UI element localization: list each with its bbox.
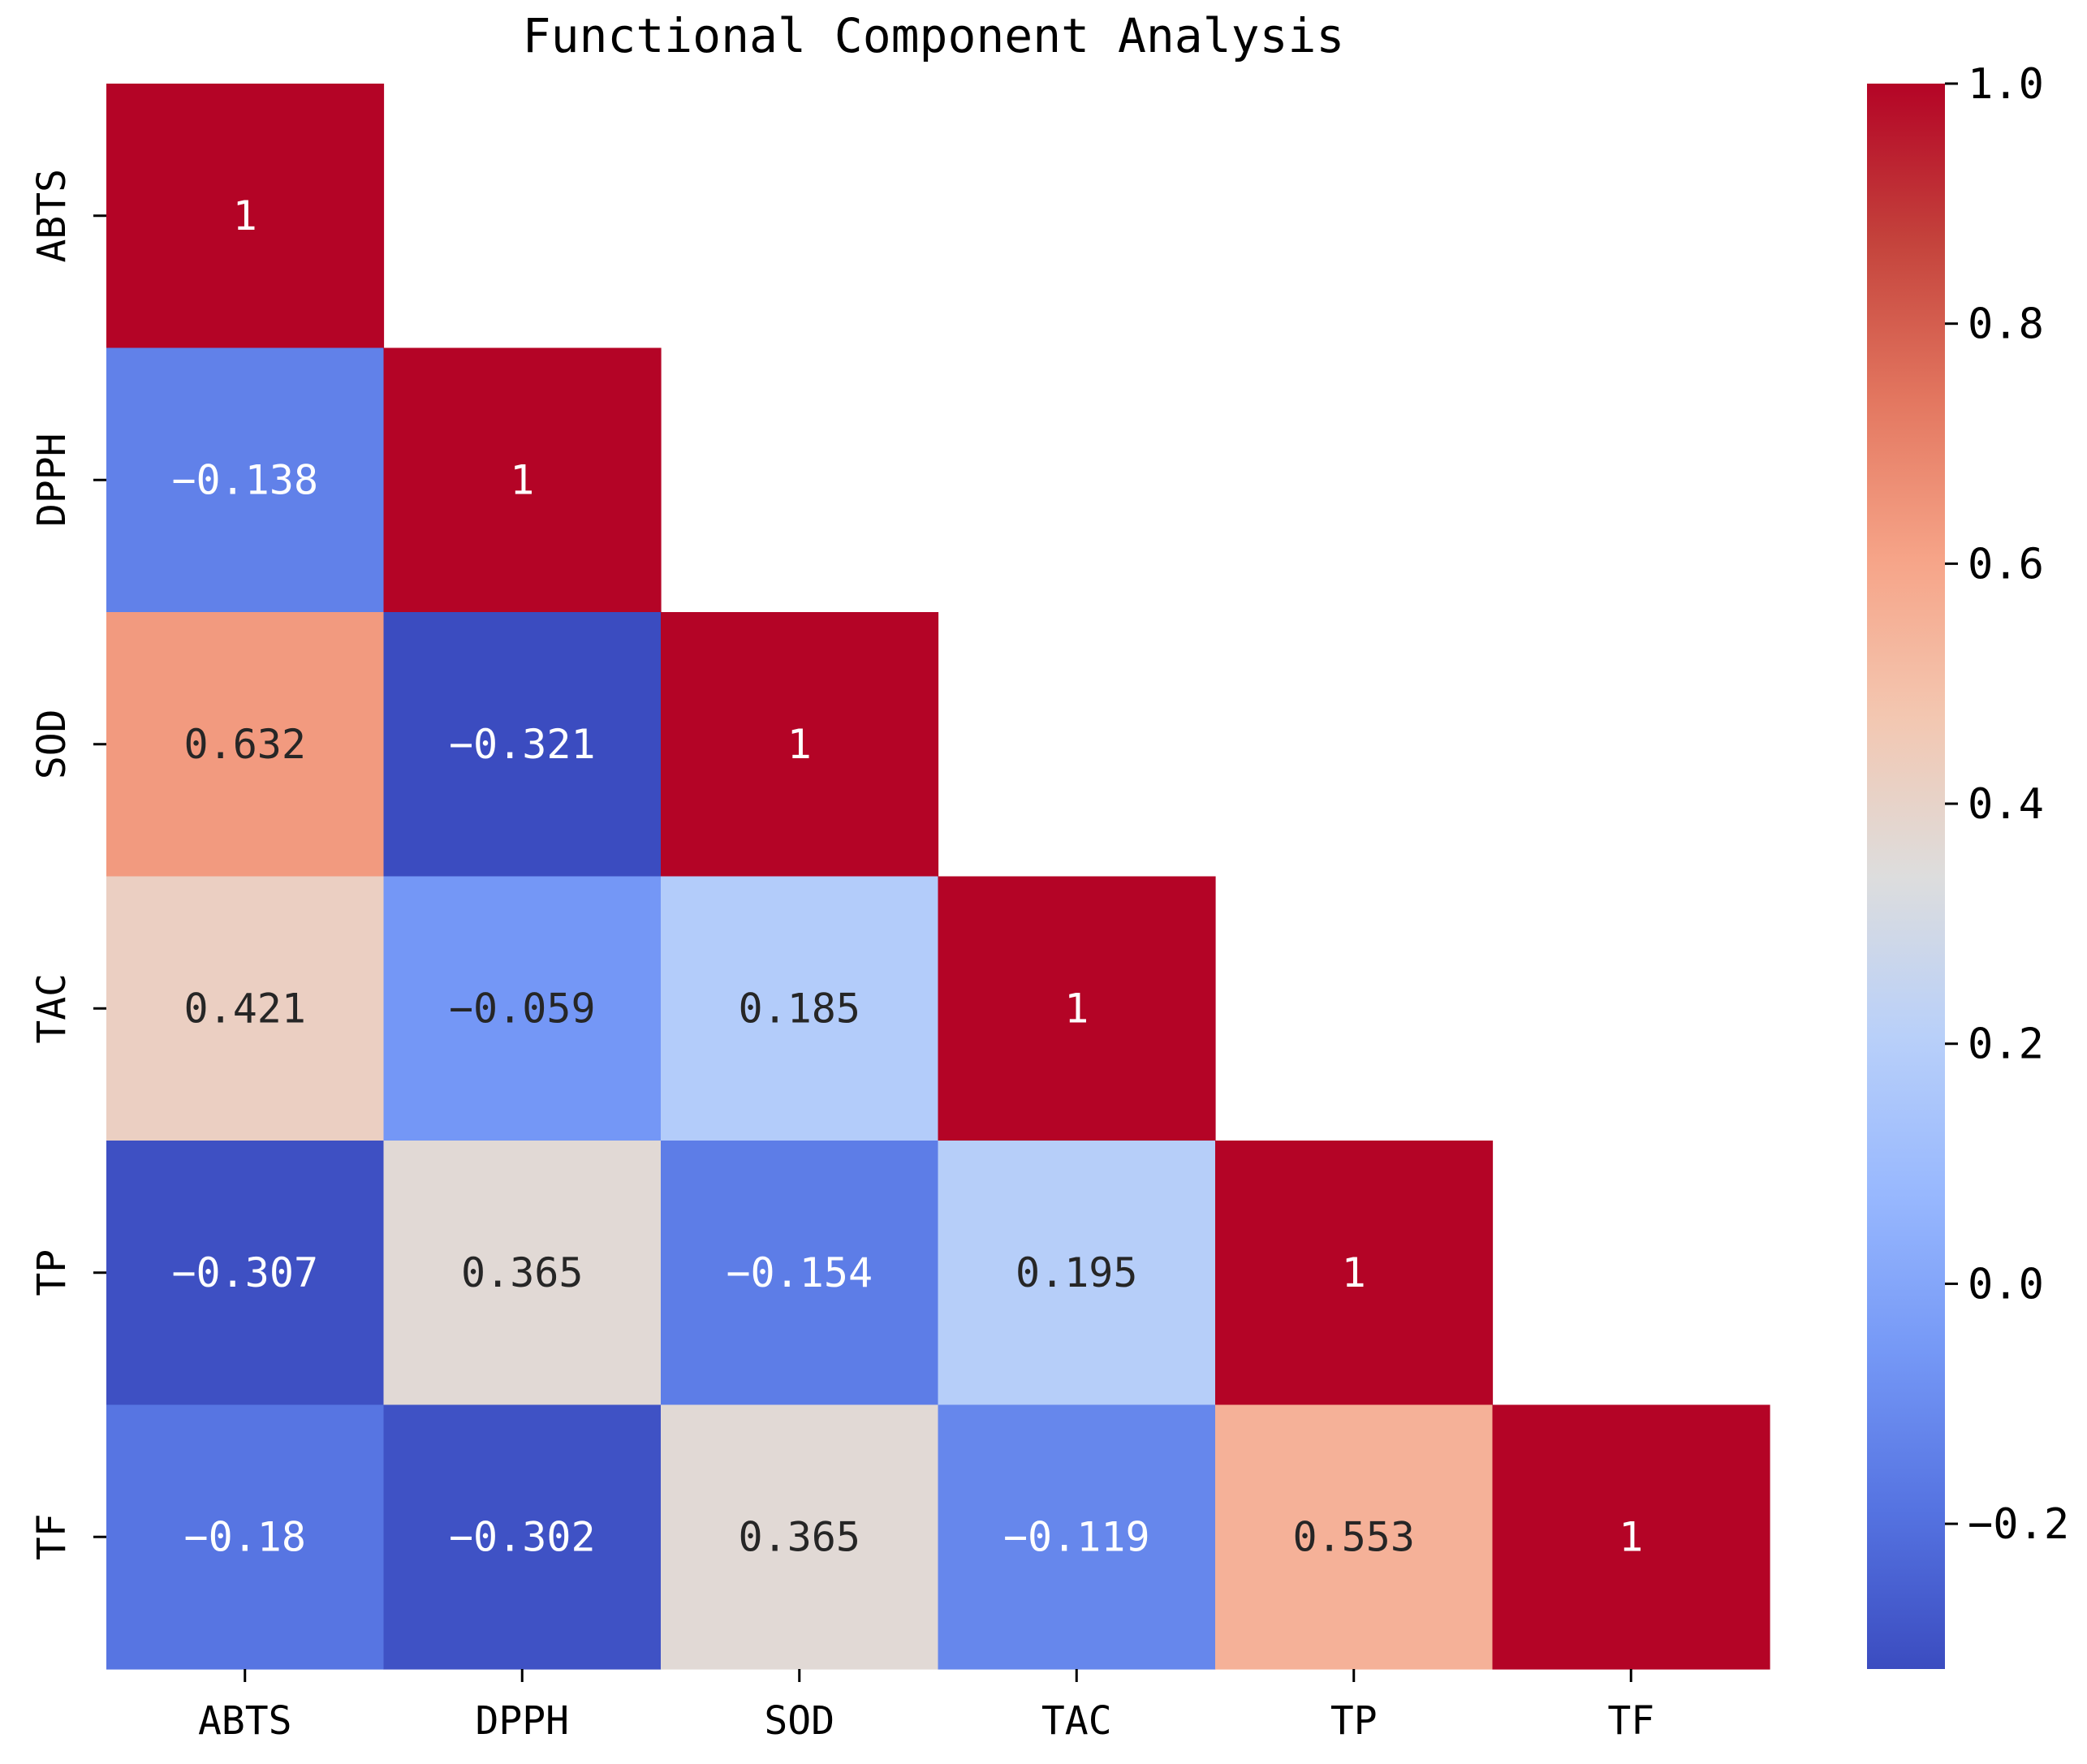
colorbar-tick-label: 1.0 [1968, 60, 2044, 109]
colorbar: 1.0 0.8 0.6 0.4 0.2 0.0 −0.2 [1867, 60, 2069, 1669]
x-tick-label: SOD [764, 1698, 834, 1744]
cell-value-label: 0.421 [183, 985, 306, 1032]
x-tick-label: ABTS [198, 1698, 292, 1744]
cell-value-label: 1 [510, 456, 534, 503]
heatmap-cell [661, 1404, 939, 1670]
colorbar-tick-label: −0.2 [1968, 1500, 2069, 1549]
heatmap-cell [661, 876, 939, 1141]
colorbar-tick-label: 0.4 [1968, 780, 2044, 829]
x-tick-label: TF [1607, 1698, 1654, 1744]
y-tick-label: DPPH [29, 433, 75, 527]
cell-value-label: −0.18 [183, 1513, 306, 1560]
heatmap-cell [1215, 1141, 1494, 1406]
heatmap-cell [1492, 1404, 1770, 1670]
heatmap-cell [106, 1141, 385, 1406]
x-tick-label: TAC [1041, 1698, 1112, 1744]
cell-value-label: −0.154 [726, 1249, 873, 1296]
heatmap-cell [383, 876, 662, 1141]
y-tick-label: TP [29, 1249, 75, 1296]
heatmap-cells: 1 −0.138 1 0.632 −0.321 1 0.421 −0.059 0.185 1 −0.… [106, 84, 1770, 1670]
heatmap-cell [106, 1404, 385, 1670]
cell-value-label: −0.307 [171, 1249, 318, 1296]
colorbar-tick-label: 0.8 [1968, 300, 2044, 349]
heatmap-cell [106, 84, 385, 349]
x-axis: ABTS DPPH SOD TAC TP TF [198, 1669, 1654, 1744]
colorbar-tick-label: 0.2 [1968, 1020, 2044, 1069]
heatmap-cell [383, 347, 662, 613]
cell-value-label: −0.119 [1003, 1513, 1150, 1560]
heatmap-cell [383, 1141, 662, 1406]
cell-value-label: −0.138 [171, 456, 318, 503]
heatmap-cell [383, 612, 662, 878]
x-tick-label: TP [1330, 1698, 1378, 1744]
cell-value-label: 1 [787, 721, 812, 768]
cell-value-label: −0.059 [449, 985, 596, 1032]
cell-value-label: 0.195 [1015, 1249, 1138, 1296]
y-axis: ABTS DPPH SOD TAC TP TF [29, 169, 106, 1560]
cell-value-label: 1 [233, 192, 257, 239]
heatmap-cell [938, 1141, 1216, 1406]
x-tick-label: DPPH [475, 1698, 569, 1744]
heatmap-cell [383, 1404, 662, 1670]
y-tick-label: TF [29, 1513, 75, 1560]
colorbar-gradient [1867, 84, 1945, 1669]
heatmap-cell [661, 612, 939, 878]
cell-value-label: 0.365 [461, 1249, 584, 1296]
heatmap-cell [938, 876, 1216, 1141]
colorbar-tick-label: 0.0 [1968, 1260, 2044, 1309]
heatmap-cell [106, 347, 385, 613]
cell-value-label: 0.185 [738, 985, 860, 1032]
y-tick-label: SOD [29, 709, 75, 779]
colorbar-tick-label: 0.6 [1968, 540, 2044, 589]
heatmap-cell [938, 1404, 1216, 1670]
heatmap-cell [661, 1141, 939, 1406]
cell-value-label: 0.553 [1292, 1513, 1415, 1560]
cell-value-label: 1 [1064, 985, 1089, 1032]
cell-value-label: 1 [1619, 1513, 1643, 1560]
cell-value-label: 0.632 [183, 721, 306, 768]
y-tick-label: TAC [29, 973, 75, 1044]
cell-value-label: −0.321 [449, 721, 596, 768]
heatmap-cell [1215, 1404, 1494, 1670]
cell-value-label: −0.302 [449, 1513, 596, 1560]
chart-title: Functional Component Analysis [523, 8, 1345, 63]
cell-value-label: 1 [1342, 1249, 1366, 1296]
heatmap-cell [106, 876, 385, 1141]
cell-value-label: 0.365 [738, 1513, 860, 1560]
heatmap-cell [106, 612, 385, 878]
y-tick-label: ABTS [29, 169, 75, 263]
